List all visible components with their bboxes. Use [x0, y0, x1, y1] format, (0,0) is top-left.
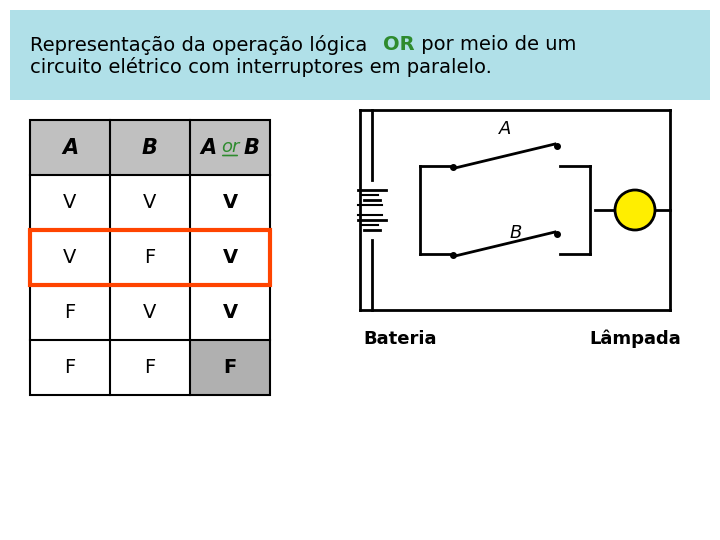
Text: circuito elétrico com interruptores em paralelo.: circuito elétrico com interruptores em p… [30, 57, 492, 77]
Text: V: V [222, 303, 238, 322]
Text: Representação da operação lógica: Representação da operação lógica [30, 35, 374, 55]
Text: OR: OR [383, 35, 415, 54]
Bar [30, 175, 270, 230]
Text: A: A [200, 138, 216, 158]
Text: V: V [222, 248, 238, 267]
Text: B: B [244, 138, 260, 158]
FancyBboxPatch shape [10, 10, 710, 100]
Text: A: A [62, 138, 78, 158]
Text: por meio de um: por meio de um [415, 35, 577, 54]
Text: B: B [510, 224, 523, 242]
Bar [30, 285, 270, 340]
Text: V: V [143, 193, 157, 212]
Text: F: F [145, 248, 156, 267]
Text: V: V [143, 303, 157, 322]
Text: V: V [63, 193, 77, 212]
Text: or: or [221, 138, 239, 157]
Text: Bateria: Bateria [364, 330, 437, 348]
Bar [30, 120, 270, 175]
Bar [190, 340, 270, 395]
Bar [30, 230, 270, 285]
Text: F: F [223, 358, 237, 377]
Text: F: F [64, 358, 76, 377]
Bar [30, 340, 270, 395]
Text: V: V [222, 193, 238, 212]
Text: F: F [64, 303, 76, 322]
Text: V: V [63, 248, 77, 267]
Text: Lâmpada: Lâmpada [589, 330, 681, 348]
Circle shape [615, 190, 655, 230]
Bar [30, 230, 270, 285]
Text: A: A [499, 120, 511, 138]
Text: B: B [142, 138, 158, 158]
Bar [30, 120, 270, 395]
Text: F: F [145, 358, 156, 377]
